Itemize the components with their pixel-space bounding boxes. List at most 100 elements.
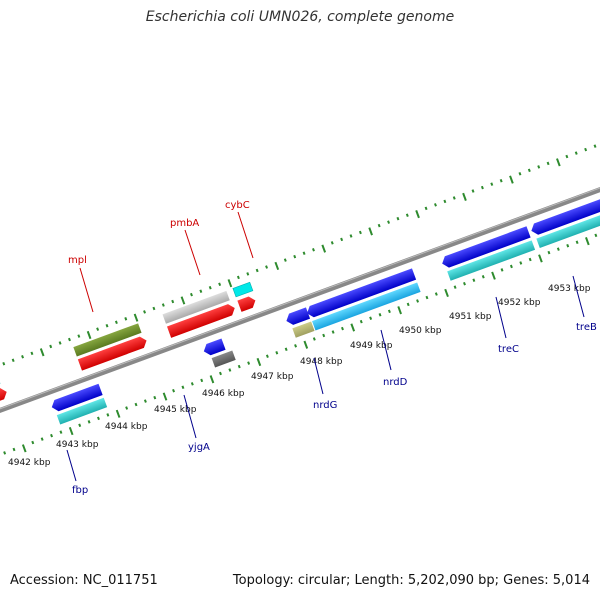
major-tick [256, 357, 262, 367]
gene-dark[interactable] [211, 350, 236, 368]
minor-tick [114, 320, 118, 325]
minor-tick [387, 309, 391, 314]
minor-tick [181, 385, 185, 390]
minor-tick [283, 258, 287, 262]
minor-tick [480, 185, 484, 190]
topology-label: Topology: circular; Length: 5,202,090 bp… [232, 573, 590, 588]
minor-tick [293, 254, 297, 259]
minor-tick [481, 275, 485, 279]
minor-tick [424, 206, 428, 211]
minor-tick [143, 399, 147, 403]
minor-tick [190, 292, 193, 297]
minor-tick [21, 355, 25, 359]
minor-tick [152, 306, 156, 311]
gene-treB[interactable] [529, 194, 600, 236]
minor-tick [322, 333, 326, 338]
gene-red-left[interactable] [0, 386, 9, 406]
minor-tick [237, 364, 241, 369]
gene-nrdD-cyan[interactable] [312, 282, 421, 331]
gene-label-nrdD: nrdD [383, 377, 408, 388]
minor-tick [452, 196, 456, 200]
gene-nrdD[interactable] [305, 268, 417, 319]
major-tick [368, 227, 373, 236]
minor-tick [40, 437, 44, 441]
minor-tick [537, 165, 541, 169]
minor-tick [527, 168, 531, 173]
major-tick [209, 375, 215, 384]
minor-tick [77, 334, 81, 338]
kbp-label: 4942 kbp [8, 458, 51, 468]
gene-label-fbp: fbp [72, 485, 88, 496]
gene-fbp-cyan[interactable] [56, 397, 108, 425]
minor-tick [472, 278, 476, 282]
map-title: Escherichia coli UMN026, complete genome [145, 9, 455, 25]
minor-tick [443, 199, 447, 204]
minor-tick [246, 272, 250, 276]
minor-tick [377, 223, 381, 228]
minor-tick [172, 388, 176, 393]
minor-tick [153, 395, 157, 400]
minor-tick [509, 264, 513, 269]
minor-tick [349, 234, 353, 238]
minor-tick [490, 182, 494, 186]
major-tick [21, 444, 27, 453]
minor-tick [463, 281, 466, 286]
gene-pmbA[interactable] [166, 302, 237, 338]
gene-red-1[interactable] [77, 335, 149, 371]
gene-yjgA[interactable] [202, 338, 226, 357]
minor-tick [546, 161, 550, 166]
major-tick [556, 158, 561, 167]
minor-tick [78, 423, 82, 428]
minor-tick [519, 261, 523, 265]
gene-label-cybC: cybC [225, 200, 250, 211]
minor-tick [125, 406, 129, 410]
minor-tick [331, 330, 335, 334]
gene-gray-1[interactable] [162, 290, 230, 324]
minor-tick [199, 289, 203, 293]
minor-tick [59, 430, 63, 434]
minor-tick [96, 327, 100, 331]
major-tick [180, 296, 186, 305]
minor-tick [97, 416, 100, 421]
minor-tick [294, 344, 298, 348]
gene-treC[interactable] [440, 226, 531, 269]
gene-treC-cyan[interactable] [447, 240, 536, 281]
gene-label-yjgA: yjgA [188, 442, 210, 453]
minor-tick [171, 299, 175, 304]
minor-tick [434, 292, 438, 296]
gene-cybC[interactable] [232, 281, 254, 298]
major-tick [415, 210, 420, 219]
minor-tick [471, 189, 475, 193]
minor-tick [566, 243, 570, 248]
tick-row-bottom [3, 233, 598, 455]
major-tick [509, 175, 514, 184]
gene-fbp[interactable] [50, 383, 103, 413]
minor-tick [87, 420, 91, 424]
gene-red-2[interactable] [237, 295, 257, 312]
gene-label-pmbA: pmbA [170, 218, 199, 229]
kbp-label: 4943 kbp [56, 440, 99, 450]
major-tick [585, 237, 590, 246]
minor-tick [106, 413, 110, 417]
kbp-label: 4952 kbp [498, 298, 541, 308]
minor-tick [312, 337, 316, 341]
minor-tick [378, 313, 382, 317]
minor-tick [190, 382, 194, 386]
major-tick [350, 323, 356, 332]
gene-treB-cyan[interactable] [536, 208, 600, 249]
minor-tick [593, 144, 597, 148]
major-tick [115, 409, 121, 418]
kbp-label: 4950 kbp [399, 326, 442, 336]
major-tick [227, 279, 233, 288]
gene-label-nrdG: nrdG [313, 400, 337, 411]
gene-mpl[interactable] [73, 323, 142, 357]
minor-tick [58, 341, 62, 345]
minor-tick [416, 299, 420, 303]
minor-tick [387, 220, 391, 224]
minor-tick [594, 233, 598, 238]
minor-tick [68, 337, 71, 342]
gene-nrdG[interactable] [284, 307, 311, 326]
gene-khaki[interactable] [292, 321, 315, 338]
minor-tick [358, 230, 362, 235]
